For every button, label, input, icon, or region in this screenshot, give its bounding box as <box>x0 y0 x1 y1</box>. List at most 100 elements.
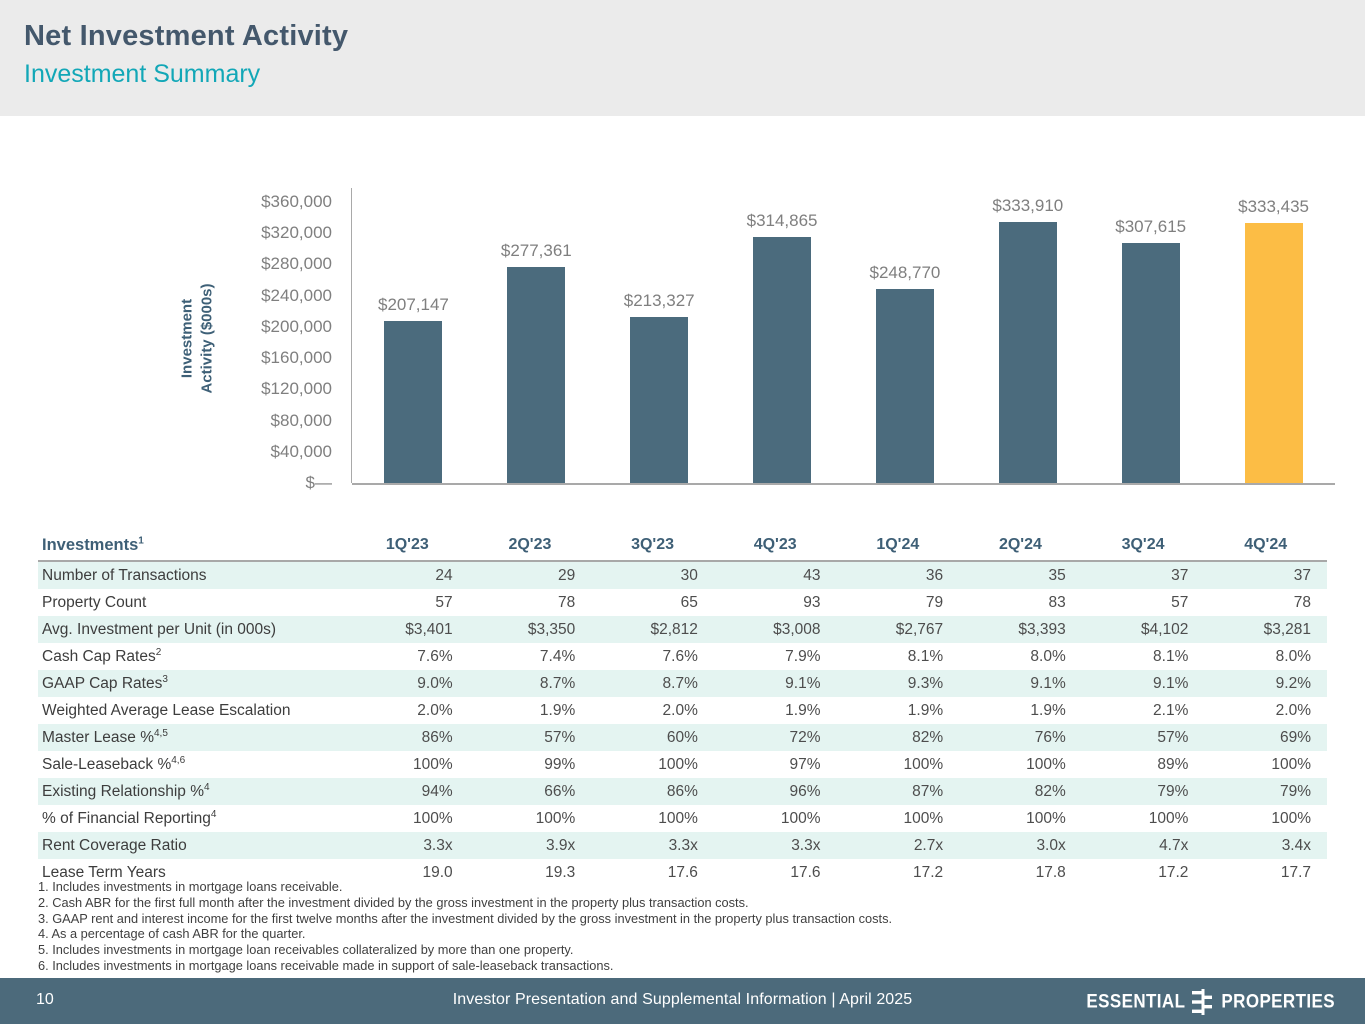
bar-slot-3Q'23: $213,327 <box>598 202 721 483</box>
cell-value: 86% <box>666 782 698 800</box>
table-row: Cash Cap Rates2 7.6% 7.4% 7.6% 7.9% 8.1% 8.0% 8… <box>38 643 1327 670</box>
cell-value: 2.0% <box>662 701 698 719</box>
cell-value: 78 <box>558 593 576 611</box>
row-label: GAAP Cap Rates3 <box>42 673 168 692</box>
bar-2Q'23: $277,361 <box>501 241 572 483</box>
cell-value: 9.1% <box>1030 674 1066 692</box>
footnote-marker: 4,6 <box>171 754 186 766</box>
table-row: Existing Relationship %4 94% 66% 86% 96% 87% 8… <box>38 778 1327 805</box>
bar-4Q'24: $333,435 <box>1238 197 1309 483</box>
table-row: Lease Term Years 19.0 19.3 17.6 17.6 17.2 17.8… <box>38 859 1327 886</box>
table-row: Avg. Investment per Unit (in 000s) $3,401… <box>38 616 1327 643</box>
table-row: Rent Coverage Ratio 3.3x 3.9x 3.3x 3.3x 2.7x 3… <box>38 832 1327 859</box>
cell-value: 9.1% <box>785 674 821 692</box>
bar-slot-3Q'24: $307,615 <box>1089 202 1212 483</box>
bar-slot-4Q'24: $333,435 <box>1212 197 1335 483</box>
cell-value: 37 <box>1293 566 1311 584</box>
cell-value: 1.9% <box>1030 701 1066 719</box>
cell-value: 86% <box>421 728 453 746</box>
cell-value: 96% <box>789 782 821 800</box>
cell-value: 29 <box>558 566 576 584</box>
cell-value: 82% <box>912 728 944 746</box>
column-header-1Q'24: 1Q'24 <box>836 530 960 562</box>
cell-value: 7.6% <box>662 647 698 665</box>
cell-value: 17.6 <box>667 863 698 881</box>
cell-value: 76% <box>1034 728 1066 746</box>
bar-4Q'23: $314,865 <box>747 211 818 483</box>
cell-value: 7.4% <box>539 647 576 665</box>
cell-value: $3,008 <box>773 620 821 638</box>
cell-value: 79% <box>1279 782 1311 800</box>
row-label: Sale-Leaseback %4,6 <box>42 754 186 773</box>
cell-value: 100% <box>1271 809 1311 827</box>
row-label: Master Lease %4,5 <box>42 727 168 746</box>
row-label: Number of Transactions <box>42 566 207 584</box>
bar-2Q'24: $333,910 <box>992 196 1063 483</box>
cell-value: 100% <box>1271 755 1311 773</box>
footer-bar: 10 Investor Presentation and Supplementa… <box>0 978 1365 1024</box>
bar-1Q'24: $248,770 <box>869 263 940 483</box>
bar-series: $207,147 $277,361 $213,327 $314,865 $248,770… <box>352 196 1335 483</box>
cell-value: 17.2 <box>1158 863 1189 881</box>
bar-value-label: $248,770 <box>869 262 941 282</box>
cell-value: 19.0 <box>422 863 453 881</box>
row-label: Rent Coverage Ratio <box>42 836 187 854</box>
cell-value: 65 <box>680 593 698 611</box>
cell-value: 1.9% <box>539 701 576 719</box>
cell-value: 7.9% <box>785 647 821 665</box>
row-label: Avg. Investment per Unit (in 000s) <box>42 620 277 638</box>
cell-value: 57 <box>435 593 453 611</box>
cell-value: 17.8 <box>1035 863 1066 881</box>
cell-value: 83 <box>1048 593 1066 611</box>
cell-value: 1.9% <box>785 701 821 719</box>
cell-value: 66% <box>544 782 576 800</box>
cell-value: 9.3% <box>907 674 944 692</box>
footnote-marker: 4 <box>203 781 210 793</box>
cell-value: 8.1% <box>1153 647 1189 665</box>
cell-value: 60% <box>666 728 698 746</box>
cell-value: 100% <box>412 809 453 827</box>
bar-slot-2Q'23: $277,361 <box>475 202 598 483</box>
cell-value: $4,102 <box>1140 620 1189 638</box>
cell-value: 9.0% <box>417 674 453 692</box>
footnote-marker: 2 <box>155 646 162 658</box>
footnote-line: 1. Includes investments in mortgage loan… <box>38 879 343 894</box>
bar-value-label: $307,615 <box>1115 216 1187 236</box>
row-label: Lease Term Years <box>42 863 166 881</box>
table-row: Weighted Average Lease Escalation 2.0% 1.9… <box>38 697 1327 724</box>
y-axis-tick-label: $280,000 <box>261 254 332 274</box>
cell-value: 3.3x <box>668 836 698 854</box>
column-header-4Q'24: 4Q'24 <box>1204 530 1327 562</box>
page-title: Net Investment Activity <box>24 20 349 52</box>
footnote-marker: 4,5 <box>154 727 168 739</box>
bar-value-label: $333,435 <box>1238 196 1310 216</box>
cell-value: 57% <box>1157 728 1189 746</box>
column-header-1Q'23: 1Q'23 <box>346 530 469 562</box>
cell-value: $2,767 <box>895 620 944 638</box>
y-axis-tick-label: $160,000 <box>261 348 332 368</box>
cell-value: 3.4x <box>1281 836 1311 854</box>
cell-value: 100% <box>780 809 821 827</box>
cell-value: 72% <box>789 728 821 746</box>
cell-value: 2.0% <box>417 701 453 719</box>
cell-value: 97% <box>789 755 821 773</box>
cell-value: 3.9x <box>545 836 576 854</box>
cell-value: 69% <box>1279 728 1311 746</box>
logo-text-properties: PROPERTIES <box>1221 990 1335 1013</box>
cell-value: 8.1% <box>907 647 944 665</box>
logo-text-essential: ESSENTIAL <box>1086 990 1186 1013</box>
footnote-marker: 3 <box>162 673 168 685</box>
bar-value-label: $213,327 <box>623 290 695 310</box>
cell-value: 100% <box>535 809 576 827</box>
table-row: % of Financial Reporting4 100% 100% 100% 100… <box>38 805 1327 832</box>
cell-value: 100% <box>658 809 698 827</box>
y-axis-tick-label: $320,000 <box>261 223 332 243</box>
cell-value: 3.3x <box>791 836 821 854</box>
essential-properties-logo-icon <box>1192 989 1213 1015</box>
investments-table: Investments1 1Q'23 2Q'23 3Q'23 4Q'23 1Q'24 2Q… <box>38 530 1327 886</box>
bar-1Q'23: $207,147 <box>378 295 449 483</box>
cell-value: 100% <box>903 755 944 773</box>
column-header-4Q'23: 4Q'23 <box>713 530 837 562</box>
y-axis-tick-label: $200,000 <box>261 316 332 336</box>
cell-value: 35 <box>1048 566 1066 584</box>
